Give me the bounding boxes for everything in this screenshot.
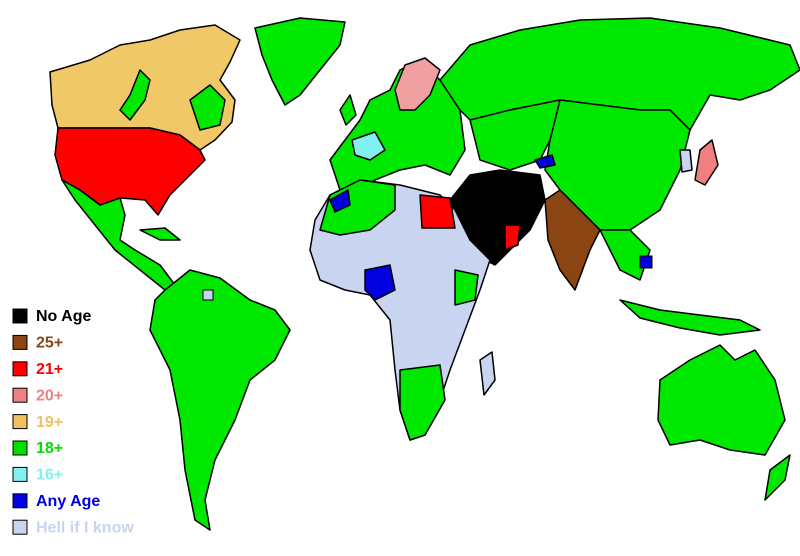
legend-label: 19+ bbox=[36, 414, 63, 431]
korea bbox=[679, 149, 693, 173]
guiana bbox=[202, 289, 214, 301]
landmasses bbox=[49, 17, 800, 531]
india bbox=[544, 189, 601, 291]
legend-swatch bbox=[12, 361, 28, 377]
legend: No Age 25+ 21+ 20+ 19+ 18+ 16+ Any Age Hell if I… bbox=[12, 308, 134, 536]
legend-label: 21+ bbox=[36, 361, 63, 378]
south-america bbox=[149, 269, 291, 531]
oman-yemen bbox=[504, 224, 521, 251]
legend-swatch bbox=[12, 440, 28, 456]
japan bbox=[694, 139, 719, 186]
legend-label: Any Age bbox=[36, 493, 100, 510]
legend-swatch bbox=[12, 334, 28, 350]
legend-swatch bbox=[12, 414, 28, 430]
legend-label: 20+ bbox=[36, 387, 63, 404]
nigeria bbox=[364, 264, 396, 301]
legend-label: 16+ bbox=[36, 467, 63, 484]
scandinavia bbox=[394, 57, 441, 111]
legend-swatch bbox=[12, 466, 28, 482]
afghanistan bbox=[534, 154, 556, 169]
new-zealand bbox=[764, 454, 791, 501]
egypt bbox=[419, 194, 456, 229]
greenland bbox=[254, 17, 346, 106]
legend-label: Hell if I know bbox=[36, 519, 134, 536]
indonesia bbox=[619, 299, 761, 336]
uk bbox=[339, 94, 357, 126]
legend-swatch bbox=[12, 387, 28, 403]
legend-swatch bbox=[12, 308, 28, 324]
legend-label: 18+ bbox=[36, 440, 63, 457]
southern-africa bbox=[399, 364, 446, 441]
australia bbox=[657, 344, 786, 456]
morocco bbox=[329, 189, 351, 213]
mexico bbox=[61, 179, 176, 291]
cuba bbox=[139, 227, 181, 241]
north-africa bbox=[319, 179, 396, 236]
se-asia bbox=[599, 229, 651, 281]
legend-label: 25+ bbox=[36, 335, 63, 352]
china bbox=[544, 99, 691, 231]
madagascar bbox=[479, 351, 496, 396]
canada-east bbox=[189, 84, 226, 131]
cambodia bbox=[639, 255, 653, 269]
alps-italy bbox=[351, 131, 386, 161]
legend-swatch bbox=[12, 519, 28, 535]
canada-green bbox=[119, 69, 151, 121]
legend-label: No Age bbox=[36, 308, 92, 325]
central-asia bbox=[469, 99, 561, 171]
legend-swatch bbox=[12, 493, 28, 509]
east-africa bbox=[454, 269, 479, 306]
